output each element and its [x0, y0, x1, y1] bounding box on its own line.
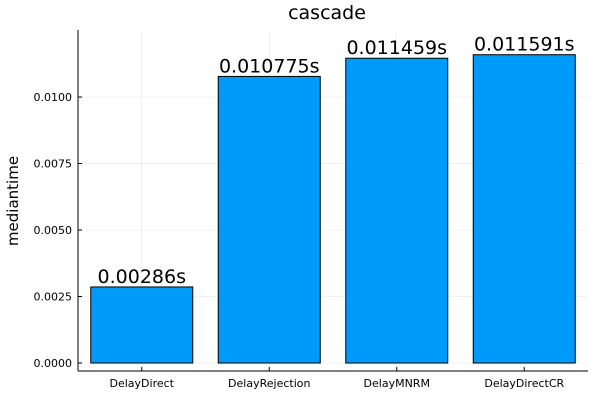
bar-delayrejection — [217, 75, 321, 364]
x-tick-labels: DelayDirect DelayRejection DelayMNRM DelayD… — [110, 377, 565, 390]
x-tick-label: DelayDirect — [110, 377, 175, 390]
x-tick-label: DelayRejection — [228, 377, 310, 390]
data-label: 0.011591s — [474, 34, 575, 56]
y-tick-label: 0.0100 — [34, 91, 73, 104]
y-tick-label: 0.0025 — [34, 291, 73, 304]
y-tick-label: 0.0050 — [34, 224, 73, 237]
bar-delaymnrm — [345, 57, 449, 364]
bar-delaydirectcr — [472, 54, 576, 364]
data-label: 0.00286s — [98, 266, 186, 288]
axes — [77, 30, 588, 372]
data-label: 0.010775s — [219, 55, 320, 77]
y-axis-label: mediantime — [4, 156, 22, 246]
y-tick-label: 0.0000 — [34, 357, 73, 370]
x-tick-label: DelayMNRM — [364, 377, 430, 390]
x-tick-label: DelayDirectCR — [484, 377, 564, 390]
y-tick-label: 0.0075 — [34, 158, 73, 171]
data-label: 0.011459s — [346, 37, 447, 59]
y-tick-labels: 0.0000 0.0025 0.0050 0.0075 0.0100 — [34, 91, 73, 370]
bars — [90, 54, 576, 364]
bar-delaydirect — [90, 286, 194, 364]
chart-title: cascade — [288, 2, 366, 24]
data-labels: 0.00286s 0.010775s 0.011459s 0.011591s — [98, 34, 575, 288]
